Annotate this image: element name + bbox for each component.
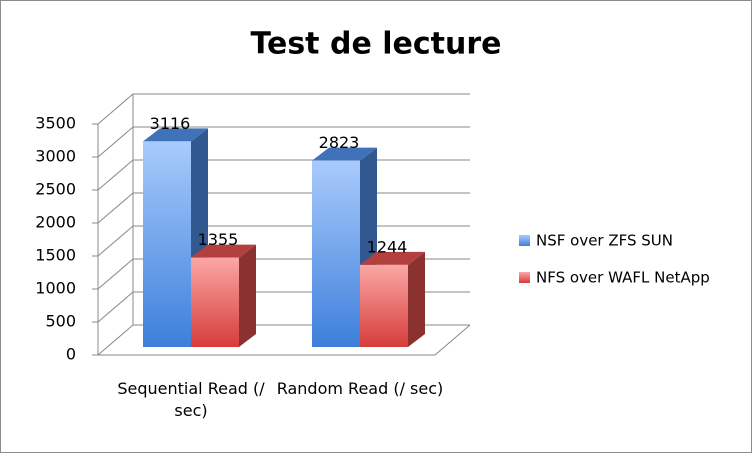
- bar-top: [312, 147, 377, 161]
- value-label: 3116: [150, 114, 191, 133]
- grid-line: [97, 93, 470, 125]
- legend-label: NSF over ZFS SUN: [536, 232, 673, 250]
- bar-top: [360, 251, 425, 265]
- y-tick-label: 3500: [35, 114, 76, 133]
- value-label: 2823: [319, 133, 360, 152]
- y-tick-label: 2000: [35, 213, 76, 232]
- legend-swatch: [519, 272, 530, 283]
- floor: [98, 324, 471, 356]
- y-tick-label: 0: [66, 345, 76, 364]
- value-label: 1244: [367, 237, 408, 256]
- bar-top: [191, 244, 256, 258]
- bar: [360, 264, 408, 347]
- bar-top: [143, 128, 208, 142]
- x-tick-label: Random Read (/ sec): [276, 379, 444, 398]
- bar-side: [408, 251, 425, 347]
- y-tick-label: 1000: [35, 279, 76, 298]
- value-label: 1355: [198, 230, 239, 249]
- grid-line: [97, 126, 470, 158]
- chart-title: Test de lecture: [251, 27, 502, 62]
- bar-side: [239, 244, 256, 347]
- bar: [143, 141, 191, 347]
- y-tick-label: 3000: [35, 147, 76, 166]
- bar: [191, 257, 239, 347]
- y-tick-label: 1500: [35, 246, 76, 265]
- legend-swatch: [519, 235, 530, 246]
- x-tick-label: Sequential Read (/ sec): [117, 379, 265, 420]
- y-tick-label: 500: [45, 312, 76, 331]
- legend-label: NFS over WAFL NetApp: [536, 269, 710, 287]
- bar: [312, 160, 360, 347]
- y-tick-label: 2500: [35, 180, 76, 199]
